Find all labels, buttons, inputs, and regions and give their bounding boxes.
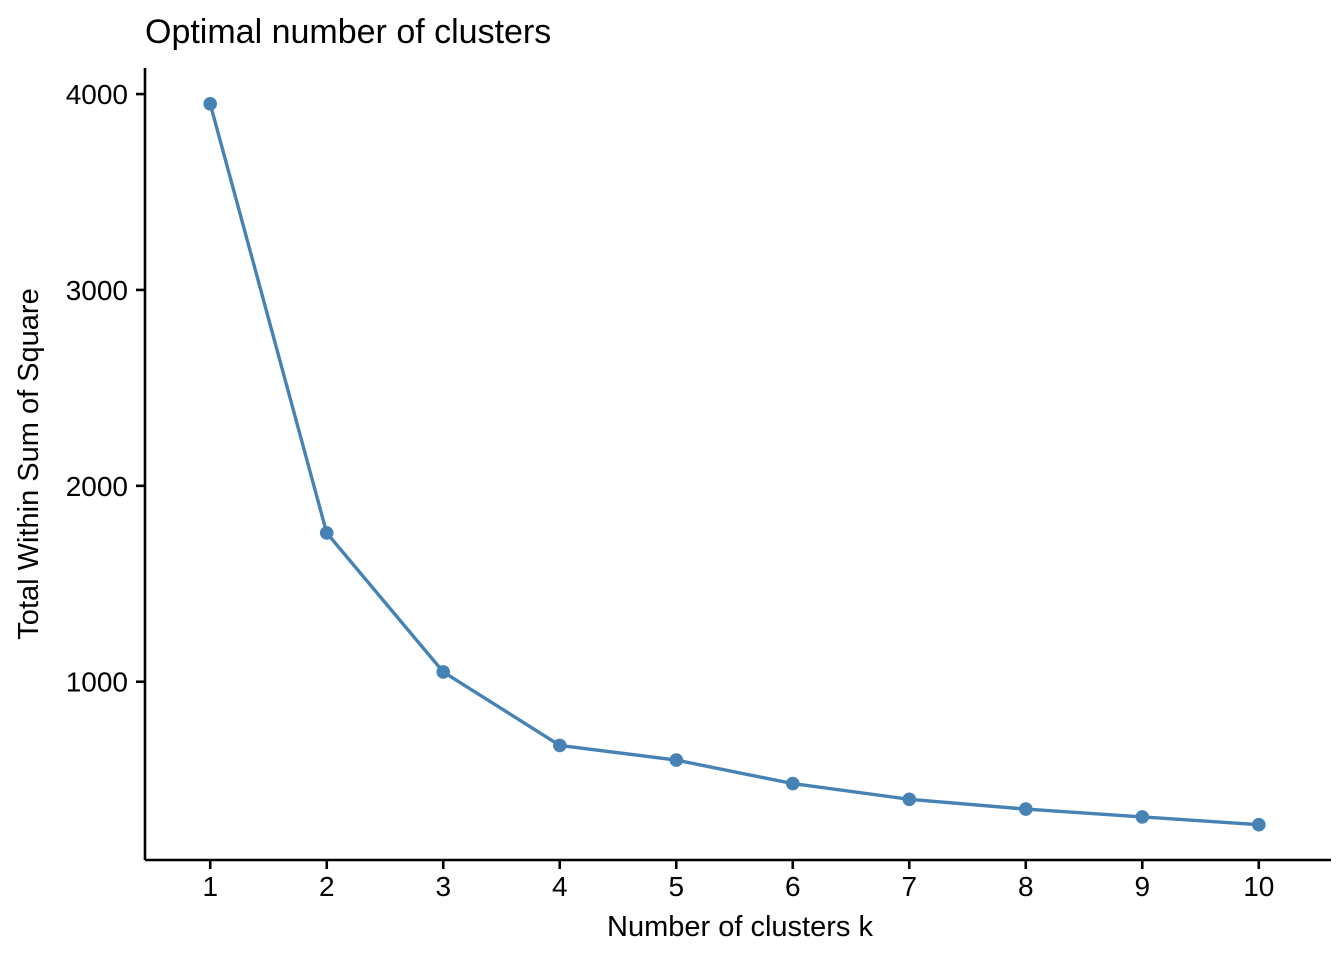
x-tick-label: 1 [202,871,218,902]
x-tick-label: 9 [1134,871,1150,902]
y-tick-label: 2000 [66,471,128,502]
x-tick-label: 2 [319,871,335,902]
data-point-k3 [436,665,451,679]
y-axis: 1000 2000 3000 4000 [66,68,147,860]
y-axis-title: Total Within Sum of Square [13,288,45,639]
x-axis-title: Number of clusters k [607,911,873,943]
chart-title: Optimal number of clusters [145,13,551,51]
data-point-k10 [1252,817,1266,832]
data-point-k4 [553,738,567,753]
x-tick-label: 6 [785,871,801,902]
data-point-k5 [669,753,684,767]
x-tick-label: 3 [435,871,451,902]
x-tick-label: 5 [668,871,684,902]
x-tick-label: 8 [1018,871,1034,902]
data-point-k8 [1019,802,1033,816]
y-tick-label: 3000 [66,275,128,306]
x-axis: 1 2 3 4 5 6 7 8 9 10 [145,858,1331,902]
y-tick-label: 1000 [66,667,128,698]
y-tick-label: 4000 [66,79,128,110]
data-point-k6 [786,776,800,791]
x-tick-label: 7 [901,871,917,902]
x-tick-label: 10 [1243,871,1274,902]
data-point-k7 [902,792,917,807]
series-line [208,102,1261,827]
data-point-k2 [319,526,334,540]
wss-line-series [203,97,1266,832]
data-point-k1 [203,97,217,111]
data-point-k9 [1135,810,1150,824]
x-tick-label: 4 [552,871,568,902]
